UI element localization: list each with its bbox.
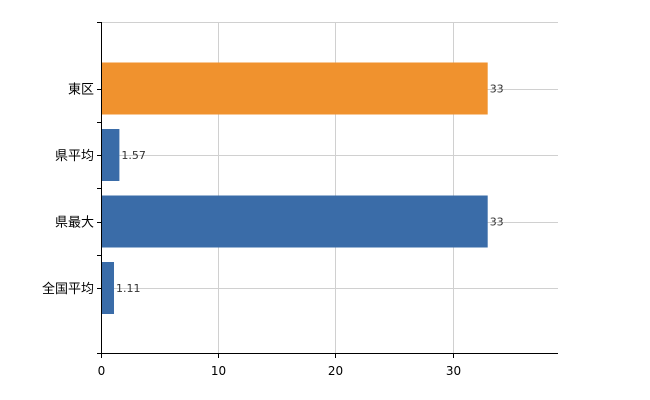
x-tick-label: 10 xyxy=(211,364,226,378)
bars xyxy=(101,62,488,314)
x-tick-label: 0 xyxy=(98,364,106,378)
y-tick-label: 東区 xyxy=(68,82,94,98)
bar xyxy=(101,195,488,248)
data-label: 1.11 xyxy=(116,282,141,295)
data-label: 33 xyxy=(490,216,504,229)
data-label: 1.57 xyxy=(121,149,146,162)
bar xyxy=(101,262,115,314)
y-tick-label: 県最大 xyxy=(55,216,94,231)
x-tick-label: 20 xyxy=(328,364,343,378)
y-tick-label: 県平均 xyxy=(55,149,94,164)
y-tick-label: 全国平均 xyxy=(42,281,94,297)
bar xyxy=(101,62,488,115)
bar xyxy=(101,129,120,181)
data-label: 33 xyxy=(490,83,504,96)
x-tick-label: 30 xyxy=(446,364,461,378)
axes xyxy=(97,22,558,358)
